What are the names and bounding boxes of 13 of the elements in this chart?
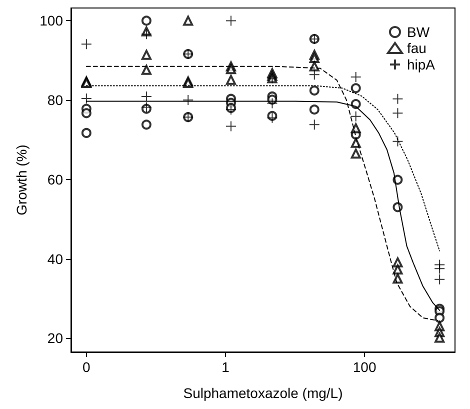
y-tick-label: 40 — [47, 250, 64, 267]
x-tick-label: 100 — [352, 359, 376, 375]
y-tick-label: 20 — [47, 330, 64, 346]
y-tick-label: 80 — [47, 92, 64, 108]
legend-label: BW — [406, 24, 430, 40]
x-tick-label: 0 — [82, 359, 91, 375]
x-axis-title: Sulphametoxazole (mg/L) — [183, 385, 343, 401]
y-tick-label: 60 — [47, 171, 64, 188]
legend-label: fau — [406, 40, 426, 56]
y-tick-label: 100 — [40, 12, 64, 29]
y-axis-title: Growth (%) — [14, 144, 30, 216]
legend-label: hipA — [406, 56, 436, 72]
x-tick-label: 1 — [222, 359, 230, 375]
